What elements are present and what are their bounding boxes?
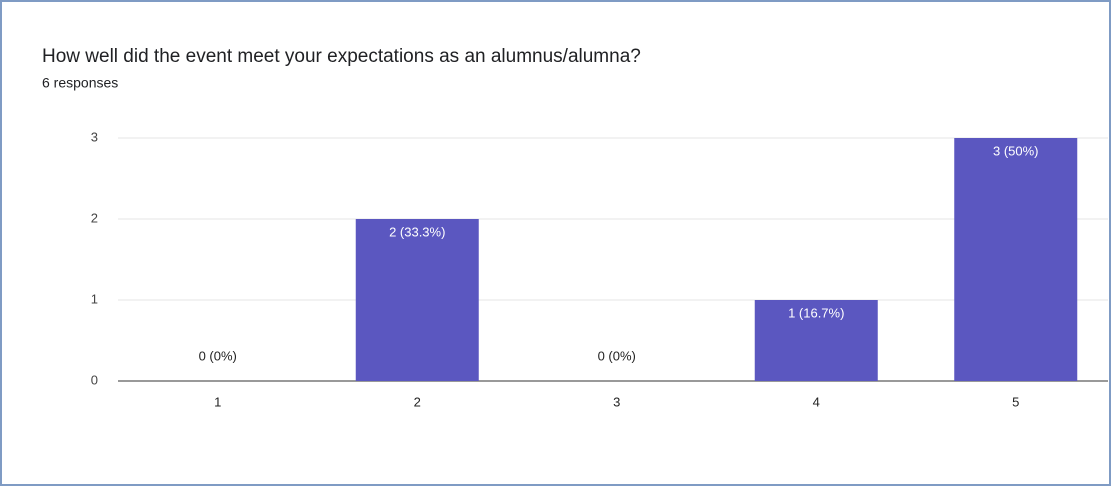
data-label: 1 (16.7%)	[788, 305, 844, 320]
y-tick-label: 0	[91, 372, 98, 387]
y-tick-label: 3	[91, 129, 98, 144]
bar	[355, 219, 479, 381]
bar	[754, 300, 878, 381]
x-tick-label: 1	[214, 394, 221, 409]
data-label: 0 (0%)	[598, 348, 636, 363]
bar	[954, 138, 1078, 381]
x-tick-label: 3	[613, 394, 620, 409]
x-tick-label: 2	[414, 394, 421, 409]
chart-subtitle: 6 responses	[42, 75, 118, 91]
x-tick-label: 5	[1012, 394, 1019, 409]
data-label: 0 (0%)	[199, 348, 237, 363]
y-tick-label: 2	[91, 210, 98, 225]
chart-title: How well did the event meet your expecta…	[42, 46, 641, 67]
y-tick-label: 1	[91, 291, 98, 306]
data-label: 2 (33.3%)	[389, 224, 445, 239]
data-label: 3 (50%)	[993, 143, 1039, 158]
x-tick-label: 4	[813, 394, 820, 409]
